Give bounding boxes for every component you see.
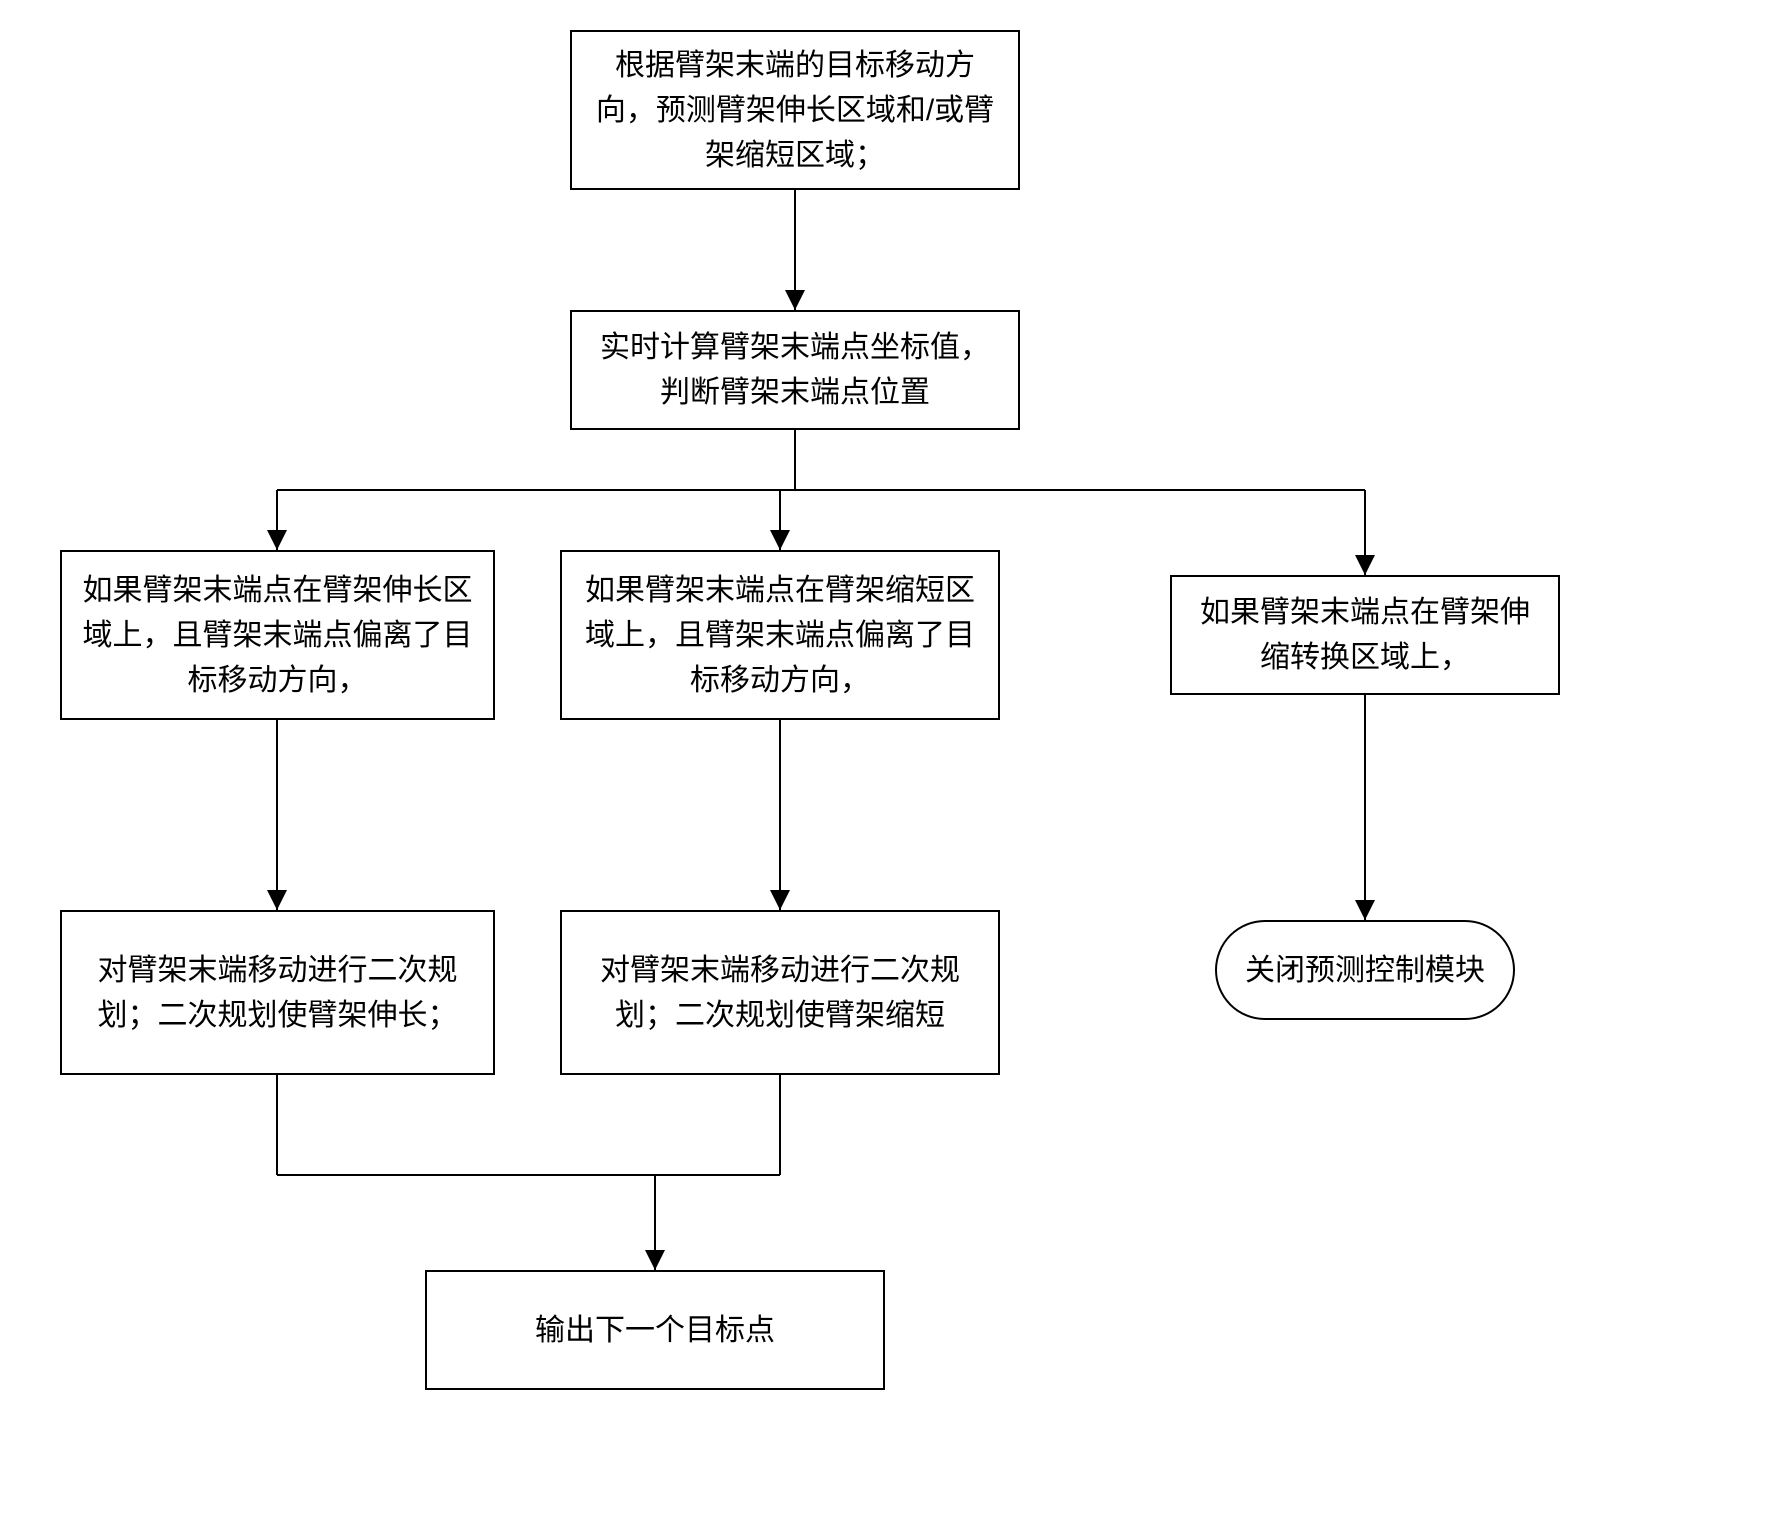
node-text: 如果臂架末端点在臂架缩短区域上，且臂架末端点偏离了目标移动方向， [582, 568, 978, 703]
node-text: 对臂架末端移动进行二次规划；二次规划使臂架缩短 [582, 948, 978, 1038]
flowchart-node-replan-shorten: 对臂架末端移动进行二次规划；二次规划使臂架缩短 [560, 910, 1000, 1075]
node-text: 实时计算臂架末端点坐标值，判断臂架末端点位置 [592, 325, 998, 415]
flowchart-node-predict: 根据臂架末端的目标移动方向，预测臂架伸长区域和/或臂架缩短区域； [570, 30, 1020, 190]
flowchart-node-replan-extend: 对臂架末端移动进行二次规划；二次规划使臂架伸长； [60, 910, 495, 1075]
node-text: 如果臂架末端点在臂架伸长区域上，且臂架末端点偏离了目标移动方向， [82, 568, 473, 703]
flowchart-node-shorten-region: 如果臂架末端点在臂架缩短区域上，且臂架末端点偏离了目标移动方向， [560, 550, 1000, 720]
flowchart-node-transition-region: 如果臂架末端点在臂架伸缩转换区域上， [1170, 575, 1560, 695]
node-text: 根据臂架末端的目标移动方向，预测臂架伸长区域和/或臂架缩短区域； [592, 43, 998, 178]
flowchart-node-close-predict: 关闭预测控制模块 [1215, 920, 1515, 1020]
node-text: 输出下一个目标点 [535, 1308, 775, 1353]
flowchart-node-extend-region: 如果臂架末端点在臂架伸长区域上，且臂架末端点偏离了目标移动方向， [60, 550, 495, 720]
node-text: 对臂架末端移动进行二次规划；二次规划使臂架伸长； [82, 948, 473, 1038]
node-text: 如果臂架末端点在臂架伸缩转换区域上， [1192, 590, 1538, 680]
flowchart-node-output: 输出下一个目标点 [425, 1270, 885, 1390]
flowchart-node-calculate: 实时计算臂架末端点坐标值，判断臂架末端点位置 [570, 310, 1020, 430]
node-text: 关闭预测控制模块 [1245, 948, 1485, 993]
